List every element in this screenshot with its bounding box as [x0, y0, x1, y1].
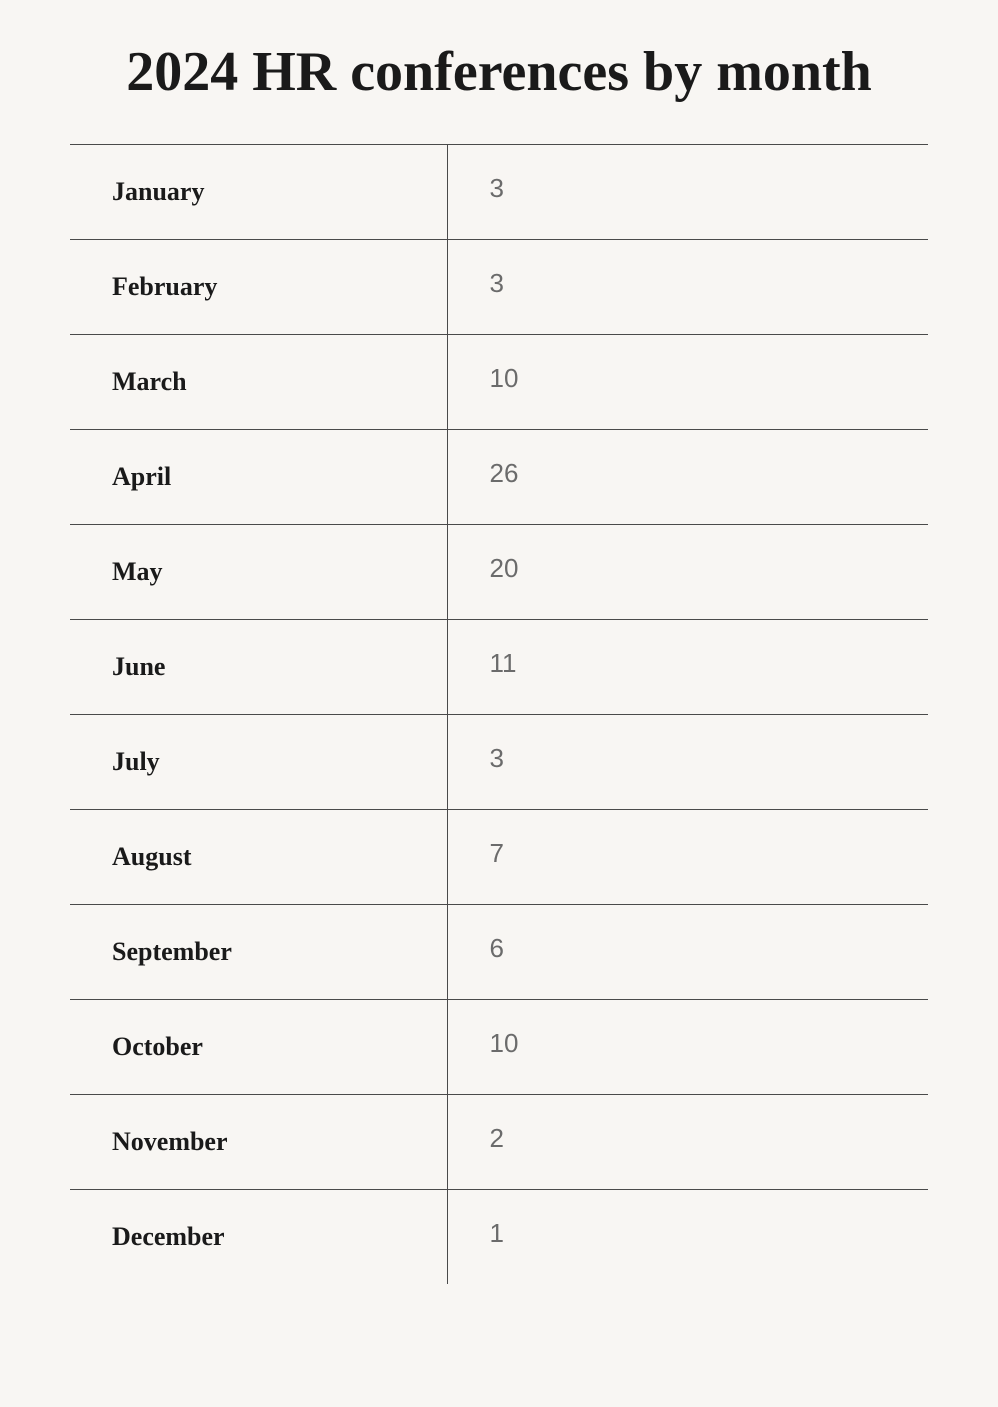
table-row: November 2: [70, 1094, 928, 1189]
month-cell: May: [70, 525, 448, 619]
table-row: April 26: [70, 429, 928, 524]
month-cell: November: [70, 1095, 448, 1189]
count-cell: 3: [448, 240, 928, 334]
count-cell: 26: [448, 430, 928, 524]
month-cell: January: [70, 145, 448, 239]
month-cell: July: [70, 715, 448, 809]
count-cell: 6: [448, 905, 928, 999]
table-row: July 3: [70, 714, 928, 809]
month-cell: September: [70, 905, 448, 999]
table-row: June 11: [70, 619, 928, 714]
count-cell: 20: [448, 525, 928, 619]
month-cell: April: [70, 430, 448, 524]
table-row: March 10: [70, 334, 928, 429]
page-title: 2024 HR conferences by month: [70, 40, 928, 104]
count-cell: 3: [448, 145, 928, 239]
count-cell: 2: [448, 1095, 928, 1189]
count-cell: 11: [448, 620, 928, 714]
month-cell: October: [70, 1000, 448, 1094]
count-cell: 10: [448, 1000, 928, 1094]
count-cell: 7: [448, 810, 928, 904]
count-cell: 10: [448, 335, 928, 429]
table-row: January 3: [70, 144, 928, 239]
count-cell: 3: [448, 715, 928, 809]
month-cell: December: [70, 1190, 448, 1284]
table-row: August 7: [70, 809, 928, 904]
conferences-table: January 3 February 3 March 10 April 26 M…: [70, 144, 928, 1284]
table-row: December 1: [70, 1189, 928, 1284]
count-cell: 1: [448, 1190, 928, 1284]
table-row: September 6: [70, 904, 928, 999]
month-cell: March: [70, 335, 448, 429]
month-cell: August: [70, 810, 448, 904]
month-cell: June: [70, 620, 448, 714]
table-row: February 3: [70, 239, 928, 334]
month-cell: February: [70, 240, 448, 334]
table-row: May 20: [70, 524, 928, 619]
table-row: October 10: [70, 999, 928, 1094]
